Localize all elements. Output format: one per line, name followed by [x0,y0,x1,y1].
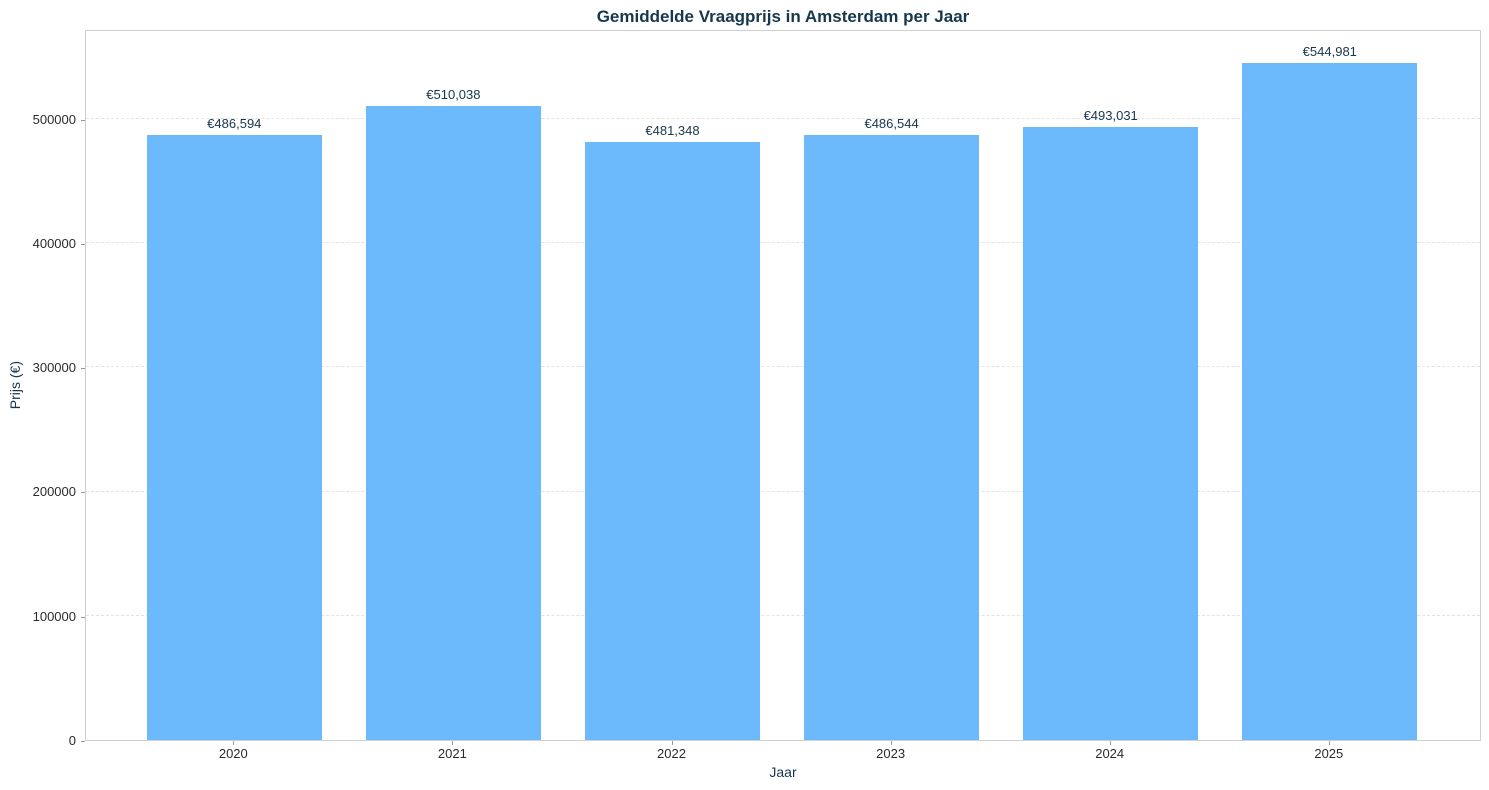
y-tick-label-0: 0 [68,733,76,748]
x-tick-mark-2024 [1109,741,1111,745]
bar-2022 [585,141,760,740]
bar-value-label-2025: €544,981 [1302,43,1357,59]
x-tick-label-2020: 2020 [218,746,248,761]
plot-area: €486,594 €510,038 €481,348 €486,544 €493,031… [85,30,1481,741]
y-tick-label-500000: 500000 [32,111,76,127]
x-axis-label: Jaar [769,764,797,780]
y-tick-mark-400000 [81,243,85,245]
chart-title: Gemiddelde Vraagprijs in Amsterdam per J… [596,7,970,26]
bar-value-label-2021: €510,038 [426,87,481,103]
y-tick-label-100000: 100000 [32,608,76,624]
gridline-400000 [86,242,1480,243]
y-tick-mark-0 [81,741,85,742]
x-tick-label-2023: 2023 [876,746,906,761]
bar-2020 [146,135,322,740]
bar-value-label-2024: €493,031 [1083,108,1138,124]
bar-2023 [804,135,980,740]
gridline-100000 [86,614,1480,616]
bar-2021 [365,106,541,740]
gridline-300000 [86,366,1480,368]
x-tick-label-2025: 2025 [1314,746,1344,761]
y-tick-label-400000: 400000 [32,235,76,251]
bar-value-label-2023: €486,544 [864,116,919,132]
bar-value-label-2020: €486,594 [207,116,262,132]
bar-2024 [1023,127,1199,740]
y-tick-label-300000: 300000 [32,360,76,376]
gridline-200000 [86,490,1480,492]
y-tick-mark-200000 [81,492,85,494]
x-tick-label-2021: 2021 [437,746,467,761]
x-tick-mark-2023 [890,741,892,745]
y-axis-label-wrap: Prijs (€) [2,30,28,741]
x-tick-mark-2020 [233,741,235,745]
bar-value-label-2022: €481,348 [645,122,700,138]
x-tick-mark-2021 [452,741,454,745]
x-tick-mark-2022 [671,741,673,745]
x-tick-label-2024: 2024 [1095,746,1125,761]
x-tick-label-2022: 2022 [657,746,686,761]
y-tick-mark-100000 [81,616,85,618]
gridline-500000 [86,117,1480,119]
y-tick-mark-500000 [81,119,85,121]
x-tick-mark-2025 [1328,741,1330,745]
y-tick-mark-300000 [81,368,85,370]
bar-2025 [1242,62,1418,740]
y-tick-label-200000: 200000 [32,484,76,500]
